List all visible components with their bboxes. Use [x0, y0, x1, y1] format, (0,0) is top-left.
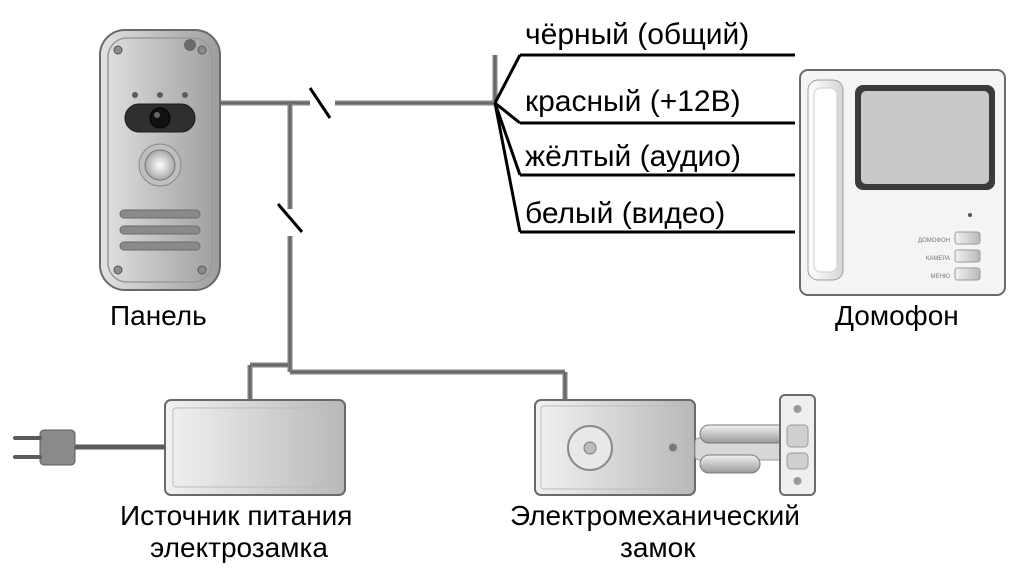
monitor-button-label: КАМЕРА: [926, 256, 950, 262]
outdoor-panel: [100, 30, 220, 290]
wire-label-white: белый (видео): [525, 197, 725, 231]
monitor-button-label: ДОМОФОН: [918, 238, 950, 244]
psu-label-line2: электрозамка: [150, 532, 328, 564]
lock-label-line1: Электромеханический: [510, 500, 800, 532]
wiring-diagram: ДОМОФОН КАМЕРА МЕНЮ: [0, 0, 1024, 578]
psu-label-line1: Источник питания: [120, 500, 352, 532]
wire-label-black: чёрный (общий): [525, 18, 749, 52]
lock-label-line2: замок: [620, 532, 695, 564]
panel-label: Панель: [110, 300, 207, 332]
wire-label-red: красный (+12В): [525, 85, 741, 119]
monitor-label: Домофон: [835, 300, 959, 332]
electromechanical-lock: [535, 395, 815, 495]
wire-label-yellow: жёлтый (аудио): [525, 140, 741, 174]
monitor-button-label: МЕНЮ: [931, 274, 950, 280]
video-monitor: ДОМОФОН КАМЕРА МЕНЮ: [800, 70, 1005, 295]
power-supply: [15, 400, 345, 495]
